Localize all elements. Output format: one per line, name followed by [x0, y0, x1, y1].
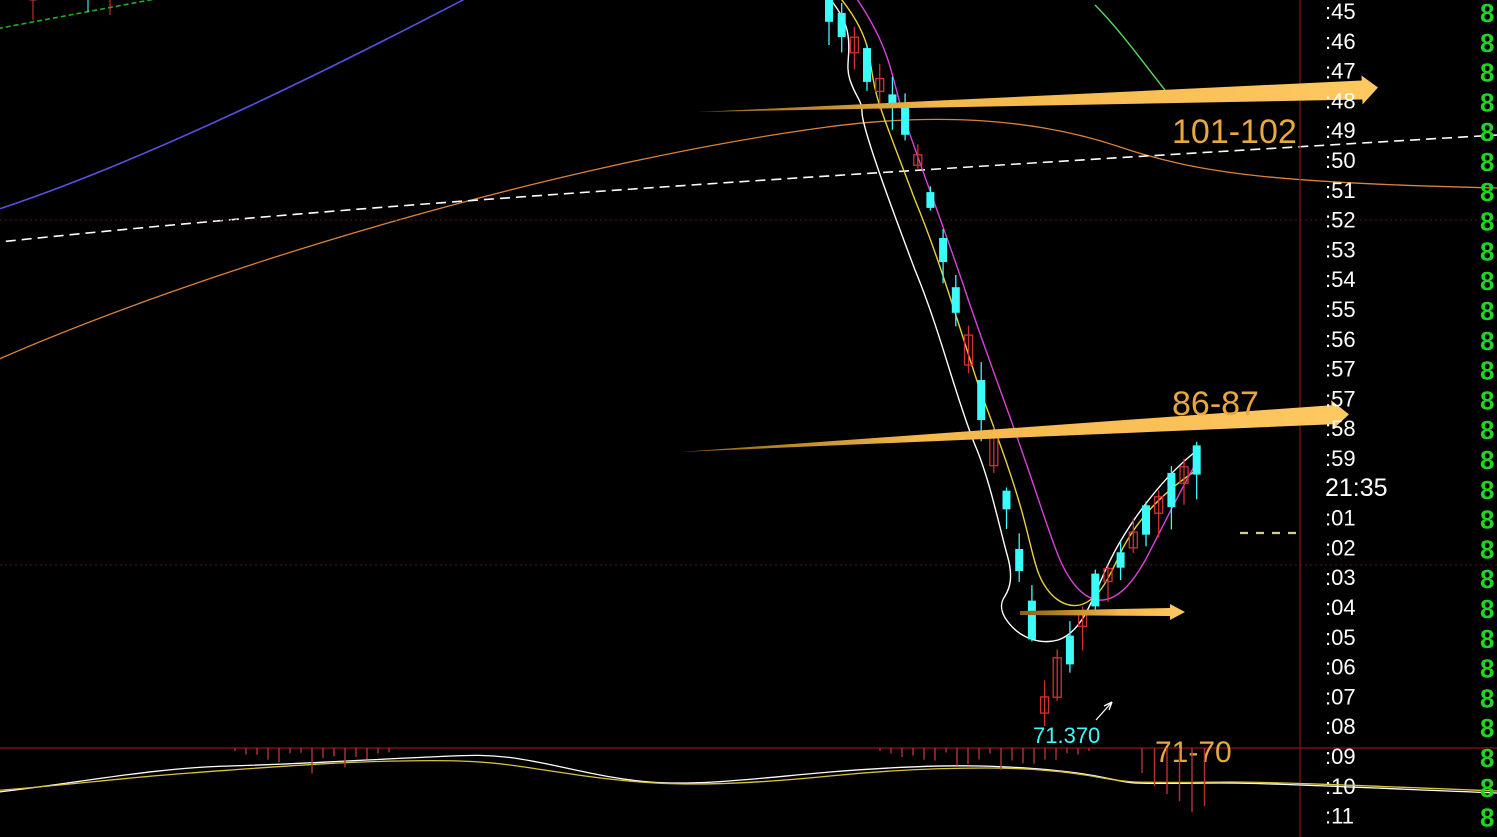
svg-text::07: :07 — [1325, 684, 1356, 709]
svg-text:8: 8 — [1480, 356, 1494, 386]
svg-text:8: 8 — [1480, 0, 1494, 28]
svg-text:71.370: 71.370 — [1033, 723, 1100, 748]
svg-text:8: 8 — [1480, 207, 1494, 237]
svg-text::51: :51 — [1325, 178, 1356, 203]
svg-text::02: :02 — [1325, 535, 1356, 560]
svg-text:8: 8 — [1480, 803, 1494, 833]
svg-text::56: :56 — [1325, 327, 1356, 352]
svg-text::58: :58 — [1325, 416, 1356, 441]
svg-text:8: 8 — [1480, 266, 1494, 296]
svg-text::57: :57 — [1325, 357, 1356, 382]
svg-text::45: :45 — [1325, 0, 1356, 24]
svg-text::52: :52 — [1325, 208, 1356, 233]
svg-text:8: 8 — [1480, 564, 1494, 594]
svg-text:8: 8 — [1480, 505, 1494, 535]
svg-text:8: 8 — [1480, 415, 1494, 445]
svg-text:8: 8 — [1480, 117, 1494, 147]
svg-text:101-102: 101-102 — [1172, 113, 1297, 151]
svg-text::59: :59 — [1325, 446, 1356, 471]
svg-text:8: 8 — [1480, 326, 1494, 356]
svg-text::09: :09 — [1325, 744, 1356, 769]
svg-text:8: 8 — [1480, 385, 1494, 415]
svg-text:8: 8 — [1480, 147, 1494, 177]
svg-text::06: :06 — [1325, 655, 1356, 680]
svg-text:8: 8 — [1480, 28, 1494, 58]
svg-text::05: :05 — [1325, 625, 1356, 650]
svg-text::48: :48 — [1325, 88, 1356, 113]
svg-text::54: :54 — [1325, 267, 1356, 292]
svg-text:8: 8 — [1480, 445, 1494, 475]
svg-text::01: :01 — [1325, 506, 1356, 531]
svg-text:8: 8 — [1480, 534, 1494, 564]
svg-text::50: :50 — [1325, 148, 1356, 173]
svg-text::55: :55 — [1325, 297, 1356, 322]
svg-text:8: 8 — [1480, 743, 1494, 773]
svg-text::04: :04 — [1325, 595, 1356, 620]
svg-text:8: 8 — [1480, 713, 1494, 743]
svg-text::03: :03 — [1325, 565, 1356, 590]
svg-text:8: 8 — [1480, 773, 1494, 803]
svg-text:8: 8 — [1480, 832, 1494, 837]
svg-text::57: :57 — [1325, 386, 1356, 411]
svg-text:8: 8 — [1480, 236, 1494, 266]
svg-text:8: 8 — [1480, 475, 1494, 505]
svg-text::12: :12 — [1325, 833, 1356, 837]
svg-text::49: :49 — [1325, 118, 1356, 143]
svg-text::47: :47 — [1325, 59, 1356, 84]
svg-text:8: 8 — [1480, 177, 1494, 207]
svg-text:8: 8 — [1480, 594, 1494, 624]
svg-text:86-87: 86-87 — [1172, 385, 1259, 423]
svg-text::46: :46 — [1325, 29, 1356, 54]
svg-text:8: 8 — [1480, 87, 1494, 117]
svg-text::53: :53 — [1325, 237, 1356, 262]
svg-text:8: 8 — [1480, 654, 1494, 684]
svg-text:8: 8 — [1480, 58, 1494, 88]
svg-text::08: :08 — [1325, 714, 1356, 739]
svg-text:8: 8 — [1480, 296, 1494, 326]
svg-text::11: :11 — [1325, 804, 1354, 829]
svg-text:21:35: 21:35 — [1325, 474, 1388, 502]
svg-text:8: 8 — [1480, 624, 1494, 654]
svg-text:8: 8 — [1480, 683, 1494, 713]
